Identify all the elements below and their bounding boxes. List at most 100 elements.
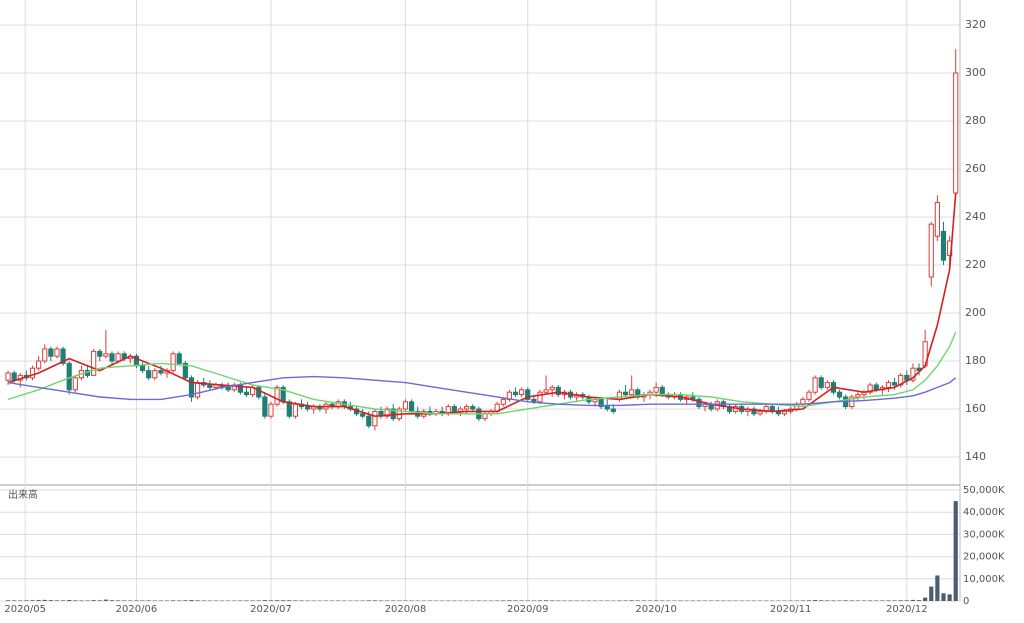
- volume-bar: [904, 600, 909, 601]
- moving-average-line: [7, 375, 957, 407]
- candle-body: [525, 389, 531, 400]
- x-tick-label: 2020/12: [886, 604, 928, 615]
- volume-bar: [287, 600, 292, 601]
- candle-body: [66, 362, 72, 391]
- candle-body: [934, 202, 940, 237]
- volume-bar: [54, 600, 60, 601]
- y-tick-label: 200: [965, 306, 986, 319]
- candle-body: [115, 353, 121, 362]
- candle-body: [818, 377, 824, 388]
- volume-bar: [916, 600, 922, 601]
- volume-bar: [947, 594, 952, 601]
- candle-body: [836, 391, 843, 398]
- volume-bar: [372, 600, 377, 601]
- volume-bar: [171, 600, 176, 601]
- volume-bar: [812, 600, 818, 601]
- candle-body: [274, 386, 280, 405]
- candle-body: [103, 353, 109, 357]
- candle-body: [286, 401, 292, 417]
- volume-bar: [837, 600, 842, 601]
- candle-body: [696, 398, 702, 408]
- candle-body: [470, 406, 476, 410]
- volume-bar: [874, 600, 879, 601]
- candle-body: [60, 348, 66, 364]
- candle-body: [751, 408, 757, 415]
- volume-bar: [109, 600, 115, 601]
- candle-body: [519, 389, 525, 396]
- volume-bar: [641, 600, 647, 601]
- volume-bar: [366, 600, 371, 601]
- volume-bar: [715, 600, 720, 601]
- candle-body: [372, 410, 378, 427]
- candle-body: [537, 391, 543, 403]
- volume-bar: [134, 600, 139, 601]
- volume-bar: [831, 600, 836, 601]
- candle-body: [109, 353, 115, 362]
- candle-body: [781, 410, 788, 415]
- candle-body: [622, 391, 629, 396]
- volume-bar: [244, 600, 249, 601]
- volume-bar: [696, 600, 702, 601]
- volume-bar: [629, 600, 634, 601]
- volume-bar: [262, 600, 267, 601]
- volume-bar: [201, 600, 206, 601]
- volume-tick-label: 0: [963, 596, 969, 607]
- volume-bar: [403, 600, 408, 601]
- x-tick-label: 2020/07: [250, 604, 292, 615]
- candle-body: [360, 413, 366, 417]
- candle-body: [152, 370, 158, 379]
- volume-bar: [543, 600, 549, 601]
- candle-body: [188, 377, 195, 398]
- volume-bar: [868, 600, 873, 601]
- volume-bar: [525, 600, 530, 601]
- candle-body: [54, 348, 60, 357]
- candle-body: [176, 353, 182, 364]
- volume-bar: [819, 600, 824, 601]
- candle-body: [305, 406, 311, 410]
- volume-bar: [556, 600, 561, 601]
- candle-body: [592, 398, 598, 403]
- candle-body: [910, 367, 916, 381]
- volume-bar: [910, 599, 916, 601]
- y-tick-label: 300: [965, 66, 986, 79]
- volume-bar: [806, 600, 812, 601]
- volume-bar: [825, 600, 830, 601]
- volume-bar: [617, 600, 622, 601]
- candle-body: [598, 398, 604, 408]
- candle-body: [482, 413, 488, 420]
- y-tick-label: 280: [965, 114, 986, 127]
- candle-body: [243, 391, 250, 396]
- candle-body: [384, 408, 390, 417]
- volume-bar: [385, 600, 390, 601]
- volume-tick-label: 40,000K: [963, 507, 1005, 518]
- volume-bar: [128, 600, 133, 601]
- candle-body: [97, 350, 103, 357]
- candle-body: [543, 389, 549, 393]
- x-tick-label: 2020/08: [385, 604, 427, 615]
- volume-bar: [513, 600, 518, 601]
- volume-bar: [550, 600, 555, 601]
- volume-bar: [256, 600, 261, 601]
- moving-average-line: [7, 192, 957, 418]
- candle-body: [408, 401, 415, 412]
- volume-bar: [281, 600, 286, 601]
- volume-bar: [183, 600, 188, 601]
- candle-body: [610, 408, 616, 412]
- volume-tick-label: 10,000K: [963, 574, 1005, 585]
- candle-body: [928, 223, 934, 278]
- candle-body: [616, 391, 623, 400]
- volume-bar: [48, 600, 53, 601]
- volume-bar: [941, 593, 946, 601]
- x-tick-label: 2020/06: [116, 604, 158, 615]
- candle-body: [604, 406, 610, 410]
- candle-body: [170, 353, 176, 372]
- candle-body: [500, 398, 506, 405]
- volume-bar: [391, 600, 396, 601]
- candle-body: [5, 372, 11, 381]
- volume-bar: [36, 600, 41, 601]
- candle-body: [953, 72, 959, 194]
- candle-body: [806, 391, 812, 400]
- volume-bar: [800, 600, 805, 601]
- candle-body: [812, 377, 818, 393]
